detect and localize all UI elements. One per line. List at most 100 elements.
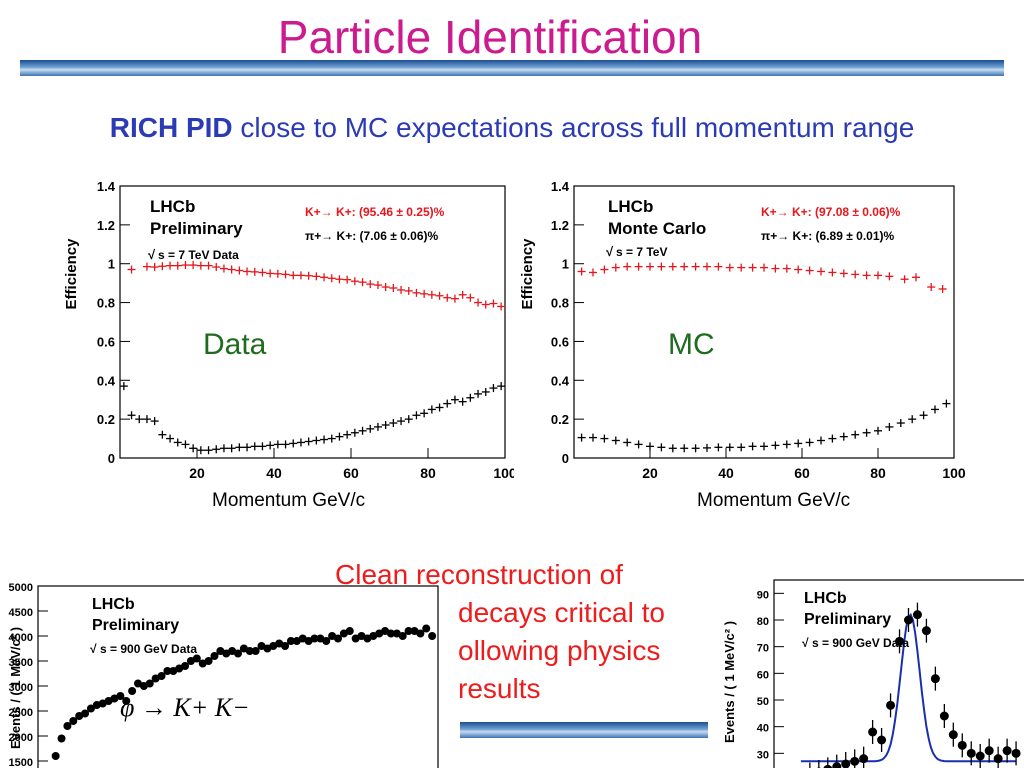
note-line-2: decays critical to: [458, 597, 665, 628]
y-tick-label: 1.4: [97, 179, 116, 194]
y-tick-label: 3000: [9, 682, 33, 694]
efficiency-plot-data: 20 40 60 80 100 0 0.2 0.4 0.6 0.8 1 1.2 1.4 Efficien…: [63, 179, 514, 480]
y-tick-label: 30: [757, 749, 769, 761]
subtitle-bold: RICH PID: [109, 112, 233, 143]
data-point: [116, 692, 125, 700]
momentum-label-left: Momentum GeV/c: [212, 490, 366, 511]
legend-entry-kaon: K+→ K+: (97.08 ± 0.06)%: [761, 205, 901, 219]
data-point: [281, 642, 290, 650]
y-tick-label: 4000: [9, 632, 33, 644]
y-tick-label: 3500: [9, 657, 33, 669]
x-tick-label: 100: [942, 465, 966, 480]
data-point: [128, 687, 137, 695]
y-tick-label: 70: [757, 643, 769, 655]
data-point: [868, 727, 878, 737]
y-tick-label: 40: [757, 723, 769, 735]
data-point: [930, 674, 940, 684]
legend-title-line1: LHCb: [150, 197, 195, 216]
data-point: [234, 649, 242, 658]
data-point: [422, 624, 431, 633]
y-tick-label: 1.4: [551, 179, 570, 194]
legend-title-line1: LHCb: [608, 197, 653, 216]
y-tick-label: 0.4: [551, 373, 570, 388]
data-point: [984, 746, 994, 756]
y-tick-label: 0.8: [551, 296, 569, 311]
y-tick-label: 1500: [9, 757, 33, 768]
data-point: [823, 764, 833, 768]
data-point: [69, 717, 78, 725]
data-point: [210, 652, 219, 660]
note-line-1: Clean reconstruction of: [335, 559, 623, 590]
y-tick-label: 0.2: [97, 412, 115, 427]
y-axis-label: Events / ( 1 MeV/c² ): [722, 621, 737, 743]
energy-label: s = 7 TeV Data: [158, 248, 239, 262]
x-tick-label: 100: [493, 465, 514, 480]
y-tick-label: 0: [108, 451, 115, 466]
mc-region-label: MC: [668, 328, 715, 361]
legend-entry-pion: π+→ K+: (6.89 ± 0.01)%: [761, 229, 894, 243]
x-tick-label: 20: [189, 465, 205, 480]
data-point: [245, 647, 254, 655]
data-point: [886, 700, 896, 710]
data-point: [63, 722, 72, 730]
x-tick-label: 40: [266, 465, 282, 480]
slide-title: Particle Identification: [277, 11, 703, 63]
y-tick-label: 2000: [9, 732, 33, 744]
y-tick-label: 2500: [9, 707, 33, 719]
sqrt-symbol: √: [802, 636, 809, 650]
data-point: [398, 632, 407, 640]
momentum-label-right: Momentum GeV/c: [697, 490, 851, 511]
note-line-4: results: [458, 673, 541, 704]
y-axis-label: Events / ( 1 MeV/c² ): [8, 627, 23, 749]
energy-label: s = 900 GeV Data: [100, 642, 197, 656]
data-point: [877, 735, 887, 745]
data-point: [416, 629, 425, 638]
data-point: [386, 629, 395, 638]
x-tick-label: 80: [420, 465, 436, 480]
data-point: [1002, 746, 1012, 756]
legend-entry-pion: π+→ K+: (7.06 ± 0.06)%: [305, 229, 438, 243]
y-tick-label: 60: [757, 669, 769, 681]
data-point: [157, 672, 166, 680]
y-axis-label: Efficiency: [519, 238, 536, 310]
data-point: [286, 637, 295, 645]
legend-title-line2: Preliminary: [150, 219, 243, 238]
x-tick-label: 40: [718, 465, 734, 480]
second-mass-plot: 30 40 50 60 70 80 90 Events / ( 1 MeV/c² ) LHC…: [722, 579, 1024, 768]
sqrt-symbol: √: [606, 244, 614, 259]
subtitle-rest: close to MC expectations across full mom…: [232, 112, 915, 143]
data-point: [204, 657, 213, 665]
data-point: [145, 679, 154, 688]
data-point: [345, 627, 354, 635]
y-tick-label: 1.2: [551, 218, 569, 233]
data-point: [850, 756, 860, 766]
data-region-label: Data: [203, 328, 267, 361]
y-tick-label: 0.2: [551, 412, 569, 427]
legend-title-line2: Preliminary: [92, 617, 179, 634]
y-tick-label: 5000: [9, 582, 33, 594]
x-tick-label: 80: [870, 465, 886, 480]
data-point: [181, 662, 190, 670]
data-point: [251, 647, 260, 655]
data-point: [81, 709, 90, 718]
y-tick-label: 4500: [9, 607, 33, 619]
note-divider-bar: [460, 722, 708, 738]
data-point: [939, 711, 949, 721]
x-tick-label: 60: [794, 465, 810, 480]
y-tick-label: 0.4: [97, 373, 116, 388]
data-point: [841, 759, 851, 768]
legend-title-line2: Monte Carlo: [608, 219, 706, 238]
legend-title-line1: LHCb: [92, 596, 135, 613]
energy-label: s = 7 TeV: [616, 245, 667, 259]
data-point: [832, 762, 842, 768]
y-tick-label: 0.6: [551, 334, 569, 349]
data-point: [334, 634, 342, 643]
data-point: [404, 627, 413, 635]
data-point: [192, 654, 201, 663]
data-point: [966, 748, 976, 758]
data-point: [322, 637, 331, 645]
data-point: [57, 734, 66, 743]
y-tick-label: 0.6: [97, 334, 115, 349]
data-point: [428, 632, 437, 640]
data-point: [948, 730, 958, 740]
